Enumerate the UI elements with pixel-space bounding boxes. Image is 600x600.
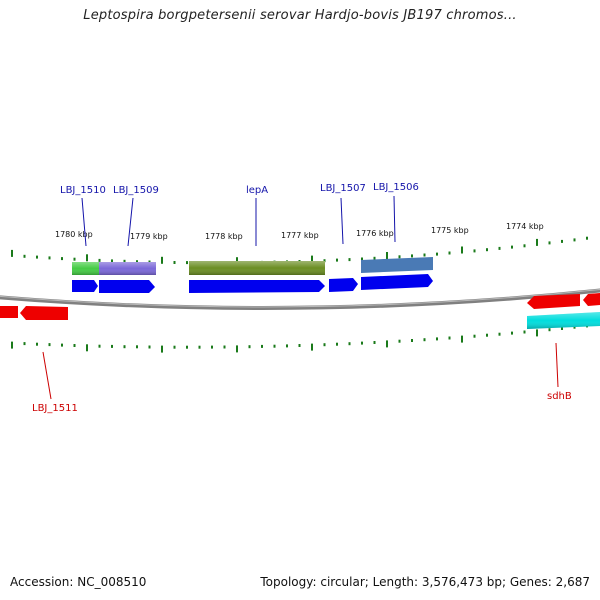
kbp-label-1778: 1778 kbp bbox=[205, 232, 243, 241]
leader-lbj1509 bbox=[127, 197, 134, 247]
gene-labels-bottom: LBJ_1511 sdhB bbox=[32, 391, 572, 414]
gene-label-lepa[interactable]: lepA bbox=[246, 185, 268, 196]
cds-arrow-lbj1510[interactable] bbox=[72, 280, 98, 292]
kbp-label-1776: 1776 kbp bbox=[356, 229, 394, 238]
feature-lbj1506[interactable] bbox=[361, 257, 433, 273]
feature-red-left-1[interactable] bbox=[0, 306, 18, 318]
leader-sdhb bbox=[555, 342, 559, 388]
topology-summary: Topology: circular; Length: 3,576,473 bp… bbox=[260, 575, 590, 589]
cds-arrow-lbj1507[interactable] bbox=[329, 278, 358, 292]
leader-lbj1511 bbox=[42, 351, 52, 400]
leader-lbj1510 bbox=[81, 197, 87, 247]
backbone-arc bbox=[0, 288, 600, 310]
gene-labels-top: LBJ_1510 LBJ_1509 lepA LBJ_1507 LBJ_1506 bbox=[60, 182, 419, 196]
leader-lbj1506 bbox=[393, 195, 396, 243]
cds-arrow-lbj1509[interactable] bbox=[99, 280, 155, 293]
accession-text: Accession: NC_008510 bbox=[10, 575, 147, 589]
gene-leaders-top bbox=[81, 195, 396, 247]
genome-map: 1780 kbp 1779 kbp 1778 kbp 1777 kbp 1776… bbox=[0, 182, 600, 414]
leader-lbj1507 bbox=[340, 197, 344, 245]
feature-red-left-2[interactable] bbox=[20, 306, 68, 320]
gene-label-lbj1506[interactable]: LBJ_1506 bbox=[373, 182, 419, 193]
kbp-label-1774: 1774 kbp bbox=[506, 222, 544, 231]
tick-ring-bottom bbox=[11, 324, 588, 353]
feature-red-right-1[interactable] bbox=[527, 294, 580, 309]
kbp-labels: 1780 kbp 1779 kbp 1778 kbp 1777 kbp 1776… bbox=[55, 222, 544, 241]
gene-label-lbj1511[interactable]: LBJ_1511 bbox=[32, 403, 78, 414]
feature-cyan-shade bbox=[527, 312, 600, 329]
map-title: Leptospira borgpetersenii serovar Hardjo… bbox=[83, 8, 517, 23]
kbp-label-1780: 1780 kbp bbox=[55, 230, 93, 239]
tick-ring-top bbox=[11, 236, 588, 265]
reverse-strand-features bbox=[0, 293, 600, 329]
kbp-label-1779: 1779 kbp bbox=[130, 232, 168, 241]
gene-label-lbj1509[interactable]: LBJ_1509 bbox=[113, 185, 159, 196]
cds-arrow-lepa[interactable] bbox=[189, 280, 325, 293]
gene-label-lbj1510[interactable]: LBJ_1510 bbox=[60, 185, 106, 196]
feature-shade-lepa bbox=[189, 261, 325, 275]
feature-bars-top bbox=[72, 257, 433, 275]
kbp-label-1775: 1775 kbp bbox=[431, 226, 469, 235]
gene-label-sdhb[interactable]: sdhB bbox=[547, 391, 572, 402]
gene-label-lbj1507[interactable]: LBJ_1507 bbox=[320, 183, 366, 194]
feature-shade bbox=[72, 262, 156, 275]
gene-leaders-bottom bbox=[42, 342, 559, 400]
cds-arrows bbox=[72, 274, 433, 293]
backbone-arc-highlight bbox=[0, 289, 600, 308]
feature-red-right-2[interactable] bbox=[583, 293, 600, 306]
kbp-label-1777: 1777 kbp bbox=[281, 231, 319, 240]
cds-arrow-lbj1506[interactable] bbox=[361, 274, 433, 290]
